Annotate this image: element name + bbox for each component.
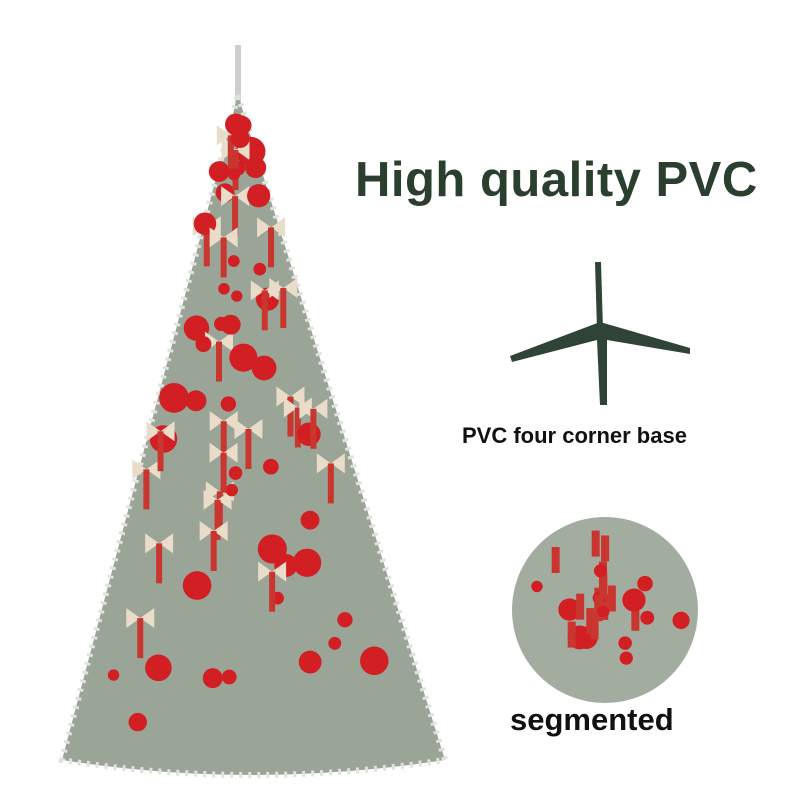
ornament-ball [227,255,240,267]
tree-foliage [62,95,445,775]
ornament-ball [253,262,267,276]
ribbon-icon [210,530,217,571]
ornament-ball [300,510,320,530]
ribbon-icon [156,543,163,584]
ornament-ball [245,156,267,179]
ornament-ball [183,315,210,341]
ribbon-icon [576,593,585,620]
ribbon-icon [607,585,616,612]
ribbon-icon [220,421,227,462]
ornament-ball [251,355,277,381]
ornament-ball [145,654,172,682]
ornament-ball [263,458,279,475]
ribbon-icon [567,621,576,648]
ornament-ball [328,636,342,650]
ornament-ball [231,290,243,302]
ribbon-icon [551,547,560,574]
ornament-ball [128,712,147,732]
ornament-ball [672,611,690,629]
segment-caption: segmented [510,702,674,737]
ornament-ball [230,129,250,148]
ornament-ball [225,483,238,497]
ornament-ball [202,668,223,689]
ribbon-icon [220,237,227,278]
ribbon-icon [215,341,222,382]
ornament-ball [107,669,120,681]
ornament-ball [298,650,322,674]
segmented-section-image [512,517,698,703]
ornament-ball [185,390,207,412]
ornament-ball [208,161,230,182]
ornament-ball [214,316,229,332]
ornament-ball [618,636,632,650]
headline: High quality PVC [355,153,758,207]
base-caption: PVC four corner base [462,423,687,448]
ornament-ball [597,605,609,618]
ornament-ball [640,610,655,625]
ribbon-icon [294,407,301,448]
ribbon-icon [269,571,276,612]
christmas-tree-image [58,45,449,778]
ribbon-icon [245,428,252,469]
ribbon-icon [214,499,221,540]
ribbon-icon [143,469,150,510]
ornament-ball [195,336,212,353]
ribbon-icon [232,196,239,237]
ribbon-icon [268,227,275,268]
ribbon-icon [591,530,600,557]
ornament-ball [360,646,389,676]
ribbon-icon [590,613,599,640]
ribbon-icon [203,226,210,267]
ornament-ball [220,396,236,412]
ornament-ball [221,669,237,685]
ornament-ball [228,466,243,480]
ornament-ball [619,651,633,665]
ribbon-icon [227,135,234,176]
ornament-ball [159,383,189,413]
ornament-ball [229,343,258,372]
ribbon-icon [220,452,227,493]
ornament-ball [297,422,321,447]
ribbon-icon [137,618,144,659]
ribbon-icon [586,608,595,635]
ribbon-icon [261,290,268,331]
ornament-ball [558,598,581,621]
ornament-ball [247,184,271,208]
ribbon-icon [310,408,317,449]
ornament-ball [593,564,608,578]
ornament-ball [292,548,322,577]
ribbon-icon [287,396,294,437]
ornament-ball [637,575,653,592]
tree-ornaments [107,113,389,732]
ribbon-icon [280,288,287,329]
ribbon-icon [601,535,610,562]
four-corner-base-image [510,261,690,405]
ornament-ball [218,283,230,295]
ribbon-icon [631,604,640,631]
ornament-ball [337,612,353,628]
ribbon-icon [157,431,164,472]
ornament-ball [622,588,646,612]
ornament-ball [531,580,543,593]
ornament-ball [227,168,241,181]
ribbon-icon [327,463,334,504]
ornament-ball [182,571,212,600]
